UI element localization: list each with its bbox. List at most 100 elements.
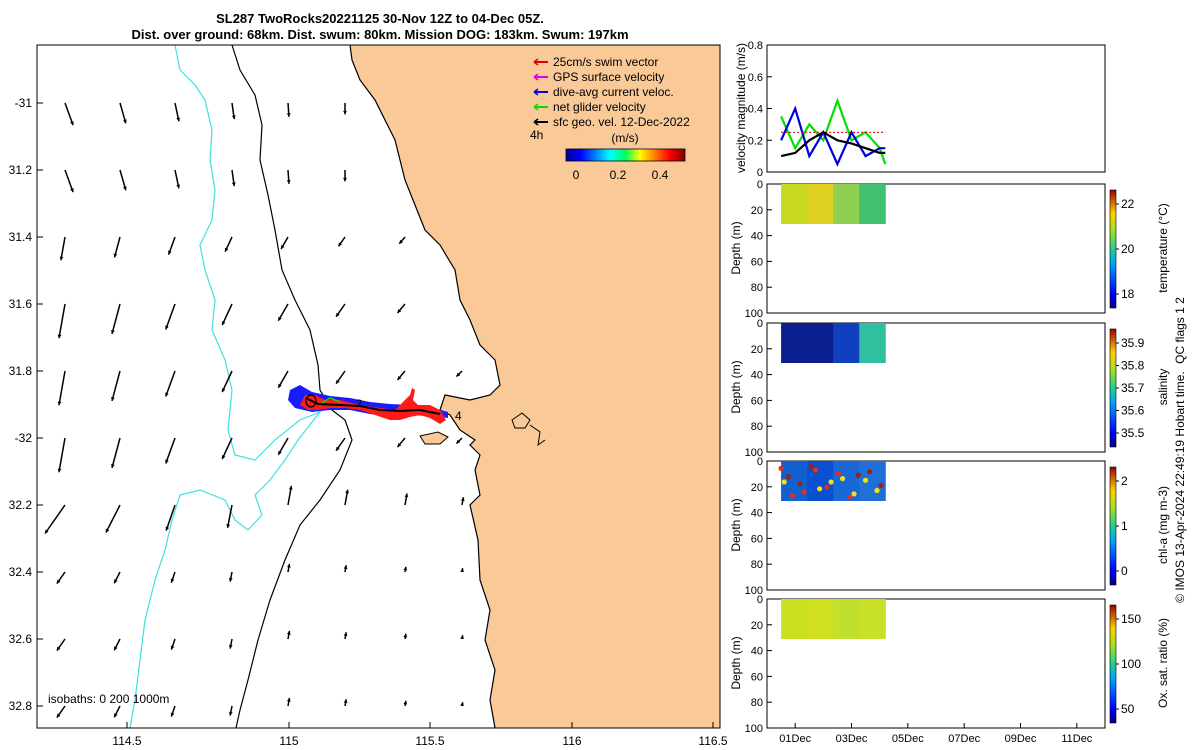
geo-velocity-arrow [455,370,463,378]
geo-velocity-arrow [228,705,233,716]
geo-velocity-arrow [56,571,66,585]
depth-data-block [859,599,886,639]
depth-data-block [859,184,886,224]
geo-velocity-arrow [343,632,348,640]
depth-colorbar [1109,328,1117,448]
map-ytick-label: -31 [15,96,33,110]
geo-velocity-arrow [167,236,176,255]
colorbar-tick-label: 35.8 [1121,359,1145,373]
chl-point [878,482,884,488]
geo-velocity-arrow [170,638,176,650]
geo-velocity-arrow [335,370,346,385]
geo-velocity-arrow [344,489,349,506]
colorbar-tick-label: 0 [1121,564,1128,578]
depth-colorbar [1109,189,1117,309]
geo-velocity-arrow [111,370,121,402]
depth-ylabel: Depth (m) [729,498,743,551]
colorbar-label: salinity [1156,369,1170,406]
geo-velocity-arrow [105,504,121,533]
geo-velocity-arrow [170,705,176,717]
geo-velocity-arrow [111,437,121,469]
colorbar-label: (m/s) [611,131,638,145]
geo-velocity-arrow [460,702,464,707]
legend-label: net glider velocity [553,100,646,114]
geo-velocity-arrow [226,504,233,528]
depth-ytick-label: 20 [751,482,763,494]
geo-velocity-arrow [44,504,66,534]
geo-velocity-arrow [455,437,463,445]
geo-velocity-arrow [396,370,406,381]
geo-velocity-arrow [343,565,348,573]
figure-title: SL287 TwoRocks20221125 30-Nov 12Z to 04-… [216,11,544,26]
chl-point [781,479,787,485]
depth-ytick-label: 0 [757,456,763,468]
geo-velocity-arrow [403,566,408,573]
geo-velocity-arrow [119,169,127,191]
depth-panel: 0 20 40 60 80 100 Depth (m) 50 100 150 Ox. sat. ra… [729,594,1170,735]
velocity-series-line [780,97,887,165]
colorbar-label: Ox. sat. ratio (%) [1156,618,1170,708]
depth-ytick-label: 20 [751,620,763,632]
time-xtick-label: 03Dec [836,733,868,745]
colorbar-tick-label: 22 [1121,197,1135,211]
geo-velocity-arrow [165,303,176,330]
map-xtick-label: 116.5 [698,734,727,748]
depth-data-block [807,599,834,639]
depth-ytick-label: 20 [751,205,763,217]
map-xtick-label: 116 [562,734,581,748]
depth-ytick-label: 100 [745,585,763,597]
depth-ytick-label: 60 [751,395,763,407]
chl-point [824,484,830,490]
legend-label: dive-avg current veloc. [553,85,674,99]
depth-ylabel: Depth (m) [729,636,743,689]
map-xtick-label: 115 [279,734,298,748]
geo-velocity-arrow [221,437,233,460]
velocity-ytick-label: 0.6 [748,72,763,84]
credit-line: © IMOS 13-Apr-2024 22:49:19 Hobart time.… [1173,297,1187,603]
track [288,385,448,424]
velocity-ytick-label: 0 [757,167,763,179]
map-ytick-label: 32.8 [9,699,33,713]
time-xtick-label: 01Dec [779,733,811,745]
map-xtick-label: 114.5 [112,734,141,748]
velocity-panel: 0 0.2 0.4 0.6 0.8 velocity magnitude (m/s) [734,40,1106,179]
geo-velocity-arrow [224,236,233,253]
colorbar-tick-label: 35.9 [1121,336,1145,350]
geo-velocity-arrow [280,236,289,250]
geo-velocity-arrow [396,303,406,314]
map-colorbar-tick: 0 [573,168,580,182]
chl-point [839,476,846,482]
time-xtick-label: 07Dec [948,733,980,745]
qc-note: QC flags 1 2 [1173,297,1187,364]
colorbar-tick-label: 2 [1121,474,1128,488]
velocity-ytick-label: 0.8 [748,40,763,52]
island-2 [511,412,531,429]
geo-velocity-arrow [64,169,74,193]
geo-velocity-arrow [165,437,176,464]
geo-velocity-arrow [174,169,181,189]
colorbar-label: chl-a (mg m-3) [1156,486,1170,564]
geo-velocity-arrow [228,638,233,649]
chl-point [808,464,814,470]
geo-velocity-arrow [286,563,291,573]
geo-velocity-arrow [57,370,66,406]
depth-ytick-label: 80 [751,559,763,571]
geo-velocity-arrow [113,705,121,718]
geo-velocity-arrow [398,236,406,245]
geo-velocity-arrow [228,571,233,582]
chl-point [847,494,853,500]
geo-velocity-arrow [286,630,291,640]
velocity-ylabel: velocity magnitude (m/s) [734,43,748,173]
geo-velocity-arrow [277,303,289,322]
depth-ytick-label: 20 [751,344,763,356]
depth-ylabel: Depth (m) [729,221,743,274]
legend-arrowhead [533,103,539,111]
geo-velocity-arrow [57,437,66,473]
geo-velocity-arrow [286,697,291,707]
legend-arrowhead [533,58,539,66]
colorbar-tick-label: 35.6 [1121,404,1145,418]
depth-ytick-label: 40 [751,231,763,243]
map-ytick-label: 31.8 [9,364,33,378]
velocity-ytick-label: 0.4 [748,104,763,116]
